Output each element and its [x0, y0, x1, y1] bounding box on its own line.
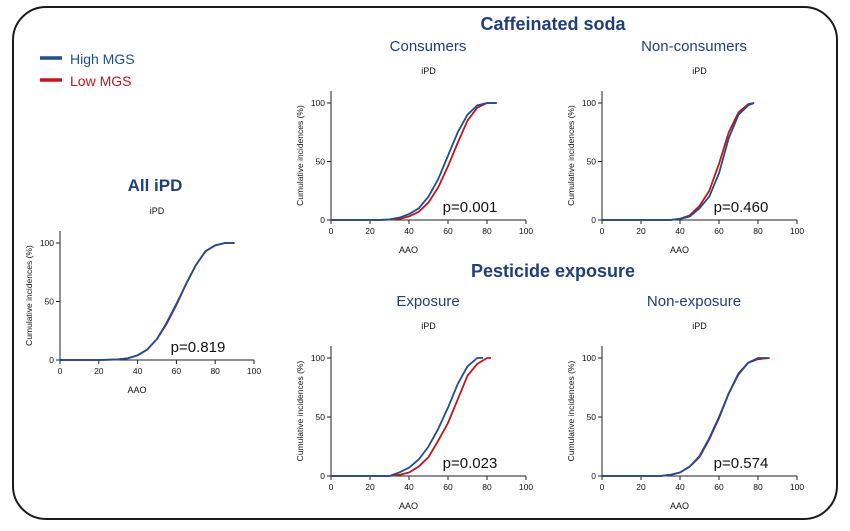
legend-low-label: Low MGS: [70, 73, 131, 89]
heading-all-ipd: All iPD: [128, 176, 183, 195]
x-tick-label: 0: [58, 366, 63, 376]
chart-subtitle: iPD: [692, 321, 707, 331]
x-tick-label: 100: [790, 482, 804, 492]
y-tick-label: 0: [591, 215, 596, 225]
x-tick-label: 80: [482, 482, 492, 492]
x-tick-label: 80: [210, 366, 220, 376]
x-tick-label: 0: [329, 482, 334, 492]
chart-subtitle: iPD: [692, 66, 707, 76]
heading-non-exposure: Non-exposure: [647, 293, 741, 310]
x-axis-label: AAO: [670, 245, 689, 255]
x-axis-label: AAO: [399, 501, 418, 511]
y-tick-label: 100: [582, 353, 596, 363]
x-tick-label: 20: [365, 226, 375, 236]
p-value-label: p=0.574: [714, 455, 769, 472]
x-axis-label: AAO: [127, 385, 146, 395]
chart-panels: iPD 0 20 40 60 80 100 0 50 100 AAO Cumulative incid…: [24, 66, 804, 511]
heading-exposure: Exposure: [396, 293, 459, 310]
x-axis-label: AAO: [670, 501, 689, 511]
chart-subtitle: iPD: [421, 321, 436, 331]
series-line-high-mgs: [602, 102, 755, 221]
y-tick-label: 50: [587, 157, 597, 167]
heading-non-consumers: Non-consumers: [641, 38, 747, 55]
heading-pesticide-exposure: Pesticide exposure: [471, 261, 635, 281]
y-axis-label: Cumulative incidences (%): [566, 105, 576, 206]
y-axis-label: Cumulative incidences (%): [295, 105, 305, 206]
x-tick-label: 100: [247, 366, 261, 376]
x-tick-label: 20: [94, 366, 104, 376]
x-tick-label: 20: [636, 226, 646, 236]
chart-nonexposure: iPD 0 20 40 60 80 100 0 50 100 AAO Cumulative incid…: [566, 321, 804, 511]
y-tick-label: 50: [587, 412, 597, 422]
x-tick-label: 80: [482, 226, 492, 236]
y-tick-label: 100: [311, 98, 325, 108]
p-value-label: p=0.001: [443, 199, 498, 216]
chart-all: iPD 0 20 40 60 80 100 0 50 100 AAO Cumulative incid…: [24, 206, 261, 395]
chart-exposure: iPD 0 20 40 60 80 100 0 50 100 AAO Cumulative incid…: [295, 321, 533, 511]
heading-caffeinated-soda: Caffeinated soda: [480, 14, 626, 34]
legend: High MGS Low MGS: [40, 51, 135, 89]
y-tick-label: 0: [49, 355, 54, 365]
x-tick-label: 40: [133, 366, 143, 376]
p-value-label: p=0.023: [443, 455, 498, 472]
y-tick-label: 50: [45, 297, 55, 307]
chart-nonconsumers: iPD 0 20 40 60 80 100 0 50 100 AAO Cumulative incid…: [566, 66, 804, 255]
y-tick-label: 0: [591, 471, 596, 481]
chart-consumers: iPD 0 20 40 60 80 100 0 50 100 AAO Cumulative incid…: [295, 66, 533, 255]
x-tick-label: 20: [636, 482, 646, 492]
y-tick-label: 0: [320, 471, 325, 481]
y-tick-label: 50: [316, 157, 326, 167]
y-axis-label: Cumulative incidences (%): [24, 245, 34, 346]
x-axis-label: AAO: [399, 245, 418, 255]
series-line-high-mgs: [331, 102, 497, 221]
x-tick-label: 40: [675, 482, 685, 492]
y-tick-label: 100: [582, 98, 596, 108]
series-line-high-mgs: [60, 242, 235, 361]
figure-frame: [12, 6, 838, 520]
chart-subtitle: iPD: [421, 66, 436, 76]
x-tick-label: 60: [714, 482, 724, 492]
y-tick-label: 50: [316, 412, 326, 422]
y-tick-label: 0: [320, 215, 325, 225]
x-tick-label: 60: [443, 482, 453, 492]
p-value-label: p=0.460: [714, 199, 769, 216]
series-line-high-mgs: [331, 357, 484, 477]
p-value-label: p=0.819: [171, 339, 226, 356]
x-tick-label: 80: [753, 226, 763, 236]
series-line-high-mgs: [602, 357, 768, 477]
x-tick-label: 0: [329, 226, 334, 236]
series-line-low-mgs: [331, 357, 491, 477]
x-tick-label: 40: [404, 226, 414, 236]
x-tick-label: 40: [675, 226, 685, 236]
x-tick-label: 100: [790, 226, 804, 236]
x-tick-label: 0: [600, 226, 605, 236]
x-tick-label: 100: [519, 226, 533, 236]
y-tick-label: 100: [40, 238, 54, 248]
x-tick-label: 80: [753, 482, 763, 492]
x-tick-label: 60: [714, 226, 724, 236]
x-tick-label: 40: [404, 482, 414, 492]
chart-subtitle: iPD: [150, 206, 165, 216]
heading-consumers: Consumers: [390, 38, 467, 55]
y-tick-label: 100: [311, 353, 325, 363]
x-tick-label: 100: [519, 482, 533, 492]
legend-high-label: High MGS: [70, 51, 135, 67]
x-tick-label: 0: [600, 482, 605, 492]
y-axis-label: Cumulative incidences (%): [566, 361, 576, 462]
x-tick-label: 20: [365, 482, 375, 492]
x-tick-label: 60: [172, 366, 182, 376]
x-tick-label: 60: [443, 226, 453, 236]
y-axis-label: Cumulative incidences (%): [295, 361, 305, 462]
